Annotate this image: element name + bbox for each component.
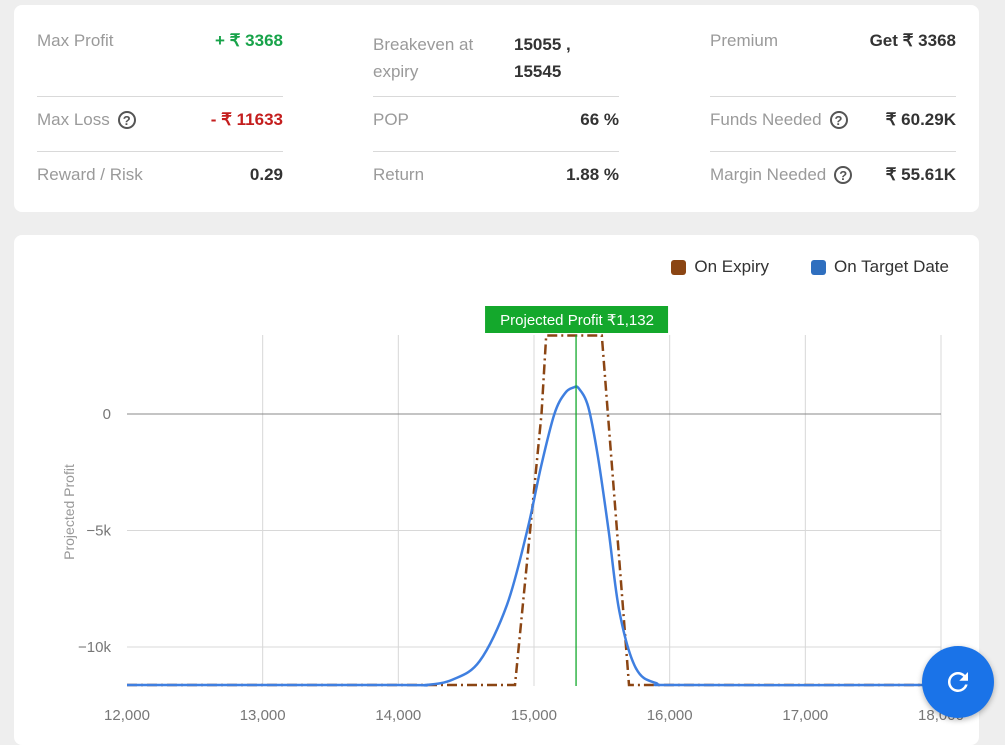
divider [710, 151, 956, 152]
strategy-summary-card: Max Profit + ₹ 3368 Max Loss ? - ₹ 11633… [14, 5, 979, 212]
margin-needed-value: ₹ 55.61K [885, 165, 956, 184]
help-circle-icon[interactable]: ? [117, 111, 136, 129]
premium-value: Get ₹ 3368 [869, 31, 956, 50]
legend-label: On Target Date [834, 257, 949, 276]
max-profit-value: + ₹ 3368 [214, 31, 283, 50]
pop-label: POP [373, 110, 409, 129]
premium-stat: Premium Get ₹ 3368 [710, 31, 956, 61]
funds-needed-value: ₹ 60.29K [885, 110, 956, 129]
legend-label: On Expiry [694, 257, 770, 276]
help-circle-icon[interactable]: ? [829, 111, 848, 129]
margin-needed-label: Margin Needed [710, 165, 827, 184]
premium-label: Premium [710, 31, 779, 50]
breakeven-label-line2: expiry [373, 62, 419, 81]
divider [373, 151, 619, 152]
help-circle-icon[interactable]: ? [834, 166, 853, 184]
max-loss-stat: Max Loss ? - ₹ 11633 [37, 110, 283, 140]
legend-item-on-expiry[interactable]: On Expiry [671, 257, 769, 277]
max-profit-label: Max Profit [37, 31, 114, 50]
divider [710, 96, 956, 97]
return-stat: Return 1.88 % [373, 165, 619, 195]
divider [373, 96, 619, 97]
reward-risk-stat: Reward / Risk 0.29 [37, 165, 283, 195]
return-label: Return [373, 165, 425, 184]
return-value: 1.88 % [566, 165, 619, 184]
reward-risk-label: Reward / Risk [37, 165, 143, 184]
pop-stat: POP 66 % [373, 110, 619, 140]
payoff-chart-card: On Expiry On Target Date [14, 235, 979, 745]
max-loss-value: - ₹ 11633 [210, 110, 283, 129]
max-profit-stat: Max Profit + ₹ 3368 [37, 31, 283, 61]
legend-item-on-target-date[interactable]: On Target Date [811, 257, 949, 277]
max-loss-label: Max Loss [37, 110, 110, 129]
margin-needed-stat: Margin Needed ? ₹ 55.61K [710, 165, 956, 195]
breakeven-stat: Breakeven at expiry 15055 , 15545 [373, 31, 619, 87]
legend-swatch [811, 259, 827, 275]
funds-needed-stat: Funds Needed ? ₹ 60.29K [710, 110, 956, 140]
refresh-button[interactable] [922, 646, 994, 718]
chart-legend: On Expiry On Target Date [671, 257, 949, 277]
legend-swatch [671, 259, 687, 275]
reward-risk-value: 0.29 [249, 165, 283, 184]
divider [37, 96, 283, 97]
breakeven-label-line1: Breakeven at [373, 35, 474, 54]
breakeven-value-line2: 15545 [514, 62, 562, 81]
breakeven-value-line1: 15055 , [514, 35, 571, 54]
divider [37, 151, 283, 152]
funds-needed-label: Funds Needed [710, 110, 822, 129]
refresh-icon [947, 672, 968, 692]
pop-value: 66 % [580, 110, 619, 129]
